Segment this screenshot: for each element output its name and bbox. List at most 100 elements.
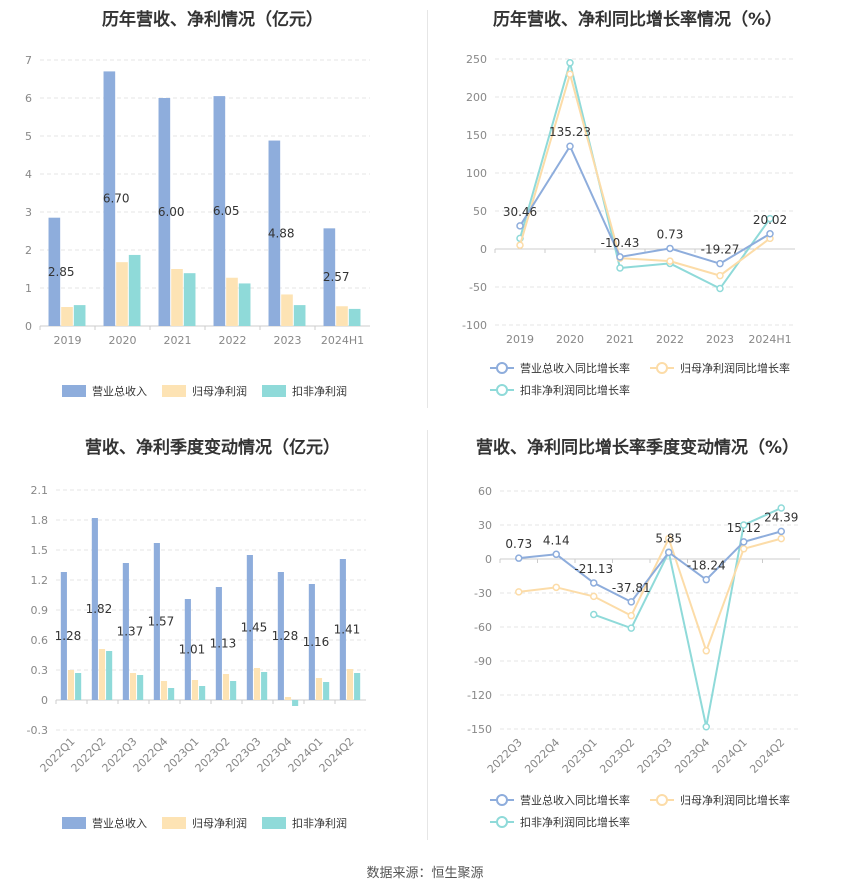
bar-deducted-profit xyxy=(183,273,196,326)
series-line xyxy=(593,507,782,727)
legend-swatch xyxy=(262,817,286,829)
series-point xyxy=(627,598,635,606)
data-label: 1.28 xyxy=(55,629,82,643)
bar-deducted-profit xyxy=(261,672,268,700)
data-label: 6.05 xyxy=(213,204,240,218)
data-label: 1.37 xyxy=(117,625,144,639)
bar-revenue xyxy=(48,217,61,326)
x-tick-label: 2024H1 xyxy=(321,334,364,347)
data-label: -10.43 xyxy=(601,236,640,250)
data-label: -21.13 xyxy=(574,562,613,576)
bar-deducted-profit xyxy=(293,305,306,326)
series-line xyxy=(518,530,782,604)
y-tick-label: -30 xyxy=(474,587,492,600)
legend-marker xyxy=(656,362,668,374)
y-tick-label: 2.1 xyxy=(31,484,49,497)
data-label: -18.24 xyxy=(687,559,726,573)
bar-parent-profit xyxy=(281,294,293,326)
series-point xyxy=(566,70,574,78)
series-point xyxy=(552,583,560,592)
series-point xyxy=(516,241,524,249)
legend-label: 营业总收入 xyxy=(92,384,147,398)
series-point xyxy=(716,259,724,268)
bar-parent-profit xyxy=(284,697,292,700)
x-tick-label: 2022 xyxy=(219,334,247,347)
series-point xyxy=(702,722,710,731)
series-point xyxy=(777,534,785,543)
series-point xyxy=(616,264,624,272)
legend-label: 归母净利润同比增长率 xyxy=(680,361,790,375)
y-tick-label: 4 xyxy=(25,168,32,181)
bar-revenue xyxy=(153,543,160,700)
series-line xyxy=(519,70,771,277)
data-label: 4.14 xyxy=(543,533,570,547)
bar-revenue xyxy=(184,599,191,700)
y-tick-label: 30 xyxy=(478,519,492,532)
bar-revenue xyxy=(213,96,226,326)
legend-marker xyxy=(496,384,508,396)
series-point xyxy=(515,588,523,596)
y-tick-label: 60 xyxy=(478,485,492,498)
bar-parent-profit xyxy=(315,678,323,700)
y-tick-label: 50 xyxy=(473,205,487,218)
x-tick-label: 2019 xyxy=(54,334,82,347)
chart-panel-quarterly-revenue: 营收、净利季度变动情况（亿元） -0.3 0 0.3 0.6 0.9 1.2 1.5 1.8 2… xyxy=(0,425,425,855)
bar-deducted-profit xyxy=(128,254,141,326)
legend-label: 营业总收入同比增长率 xyxy=(520,361,630,375)
data-label: 4.88 xyxy=(268,226,295,240)
series-point xyxy=(702,575,710,584)
y-tick-label: 1.8 xyxy=(31,514,49,527)
data-label: -19.27 xyxy=(701,243,740,257)
y-tick-label: 2 xyxy=(25,244,32,257)
x-tick-label: 2024Q2 xyxy=(747,736,787,776)
y-tick-label: 0 xyxy=(25,320,32,333)
series-point xyxy=(590,610,598,619)
bar-deducted-profit xyxy=(238,283,251,326)
x-tick-label: 2023Q3 xyxy=(635,736,675,776)
x-tick-label: 2023Q4 xyxy=(672,736,712,776)
y-tick-label: -0.3 xyxy=(27,724,48,737)
series-point xyxy=(665,548,673,557)
y-tick-label: 150 xyxy=(466,129,487,142)
legend-marker xyxy=(496,816,508,828)
chart-title: 历年营收、净利同比增长率情况（%） xyxy=(492,10,783,30)
data-label: 1.45 xyxy=(241,621,268,635)
series-point xyxy=(566,59,574,67)
bar-parent-profit xyxy=(61,307,73,326)
bar-parent-profit xyxy=(98,649,106,700)
data-label: 2.85 xyxy=(48,265,75,279)
y-tick-label: 250 xyxy=(466,53,487,66)
series-point xyxy=(766,230,774,238)
bar-deducted-profit xyxy=(292,700,299,706)
series-point xyxy=(740,538,748,546)
y-tick-label: 6 xyxy=(25,92,32,105)
bar-revenue xyxy=(268,140,281,326)
x-tick-label: 2023 xyxy=(274,334,302,347)
legend-label: 扣非净利润 xyxy=(292,384,347,398)
bar-parent-profit xyxy=(226,277,238,326)
data-label: 15.12 xyxy=(727,521,761,535)
x-tick-label: 2023 xyxy=(706,333,734,346)
legend-marker xyxy=(496,794,508,806)
y-tick-label: 0 xyxy=(485,553,492,566)
legend-swatch xyxy=(62,385,86,397)
legend-swatch xyxy=(162,385,186,397)
series-point xyxy=(627,624,635,632)
data-label: 1.01 xyxy=(179,643,206,657)
chart-panel-annual-growth: 历年营收、净利同比增长率情况（%） -100 -50 0 50 100 150 200 250… xyxy=(425,0,850,420)
y-tick-label: -120 xyxy=(467,689,492,702)
series-point xyxy=(716,284,724,293)
y-tick-label: -90 xyxy=(474,655,492,668)
y-tick-label: 1.5 xyxy=(31,544,49,557)
data-label: -37.81 xyxy=(612,581,651,595)
legend-marker xyxy=(656,794,668,806)
y-tick-label: 100 xyxy=(466,167,487,180)
bar-revenue xyxy=(103,71,116,327)
chart-panel-quarterly-growth: 营收、净利同比增长率季度变动情况（%） -150 -120 -90 -60 -30 0 30… xyxy=(425,425,850,855)
bar-parent-profit xyxy=(336,306,348,326)
y-tick-label: 0 xyxy=(480,243,487,256)
bar-parent-profit xyxy=(129,673,137,700)
x-tick-label: 2023Q1 xyxy=(560,736,600,776)
series-point xyxy=(740,545,748,553)
y-tick-label: 0.3 xyxy=(31,664,49,677)
